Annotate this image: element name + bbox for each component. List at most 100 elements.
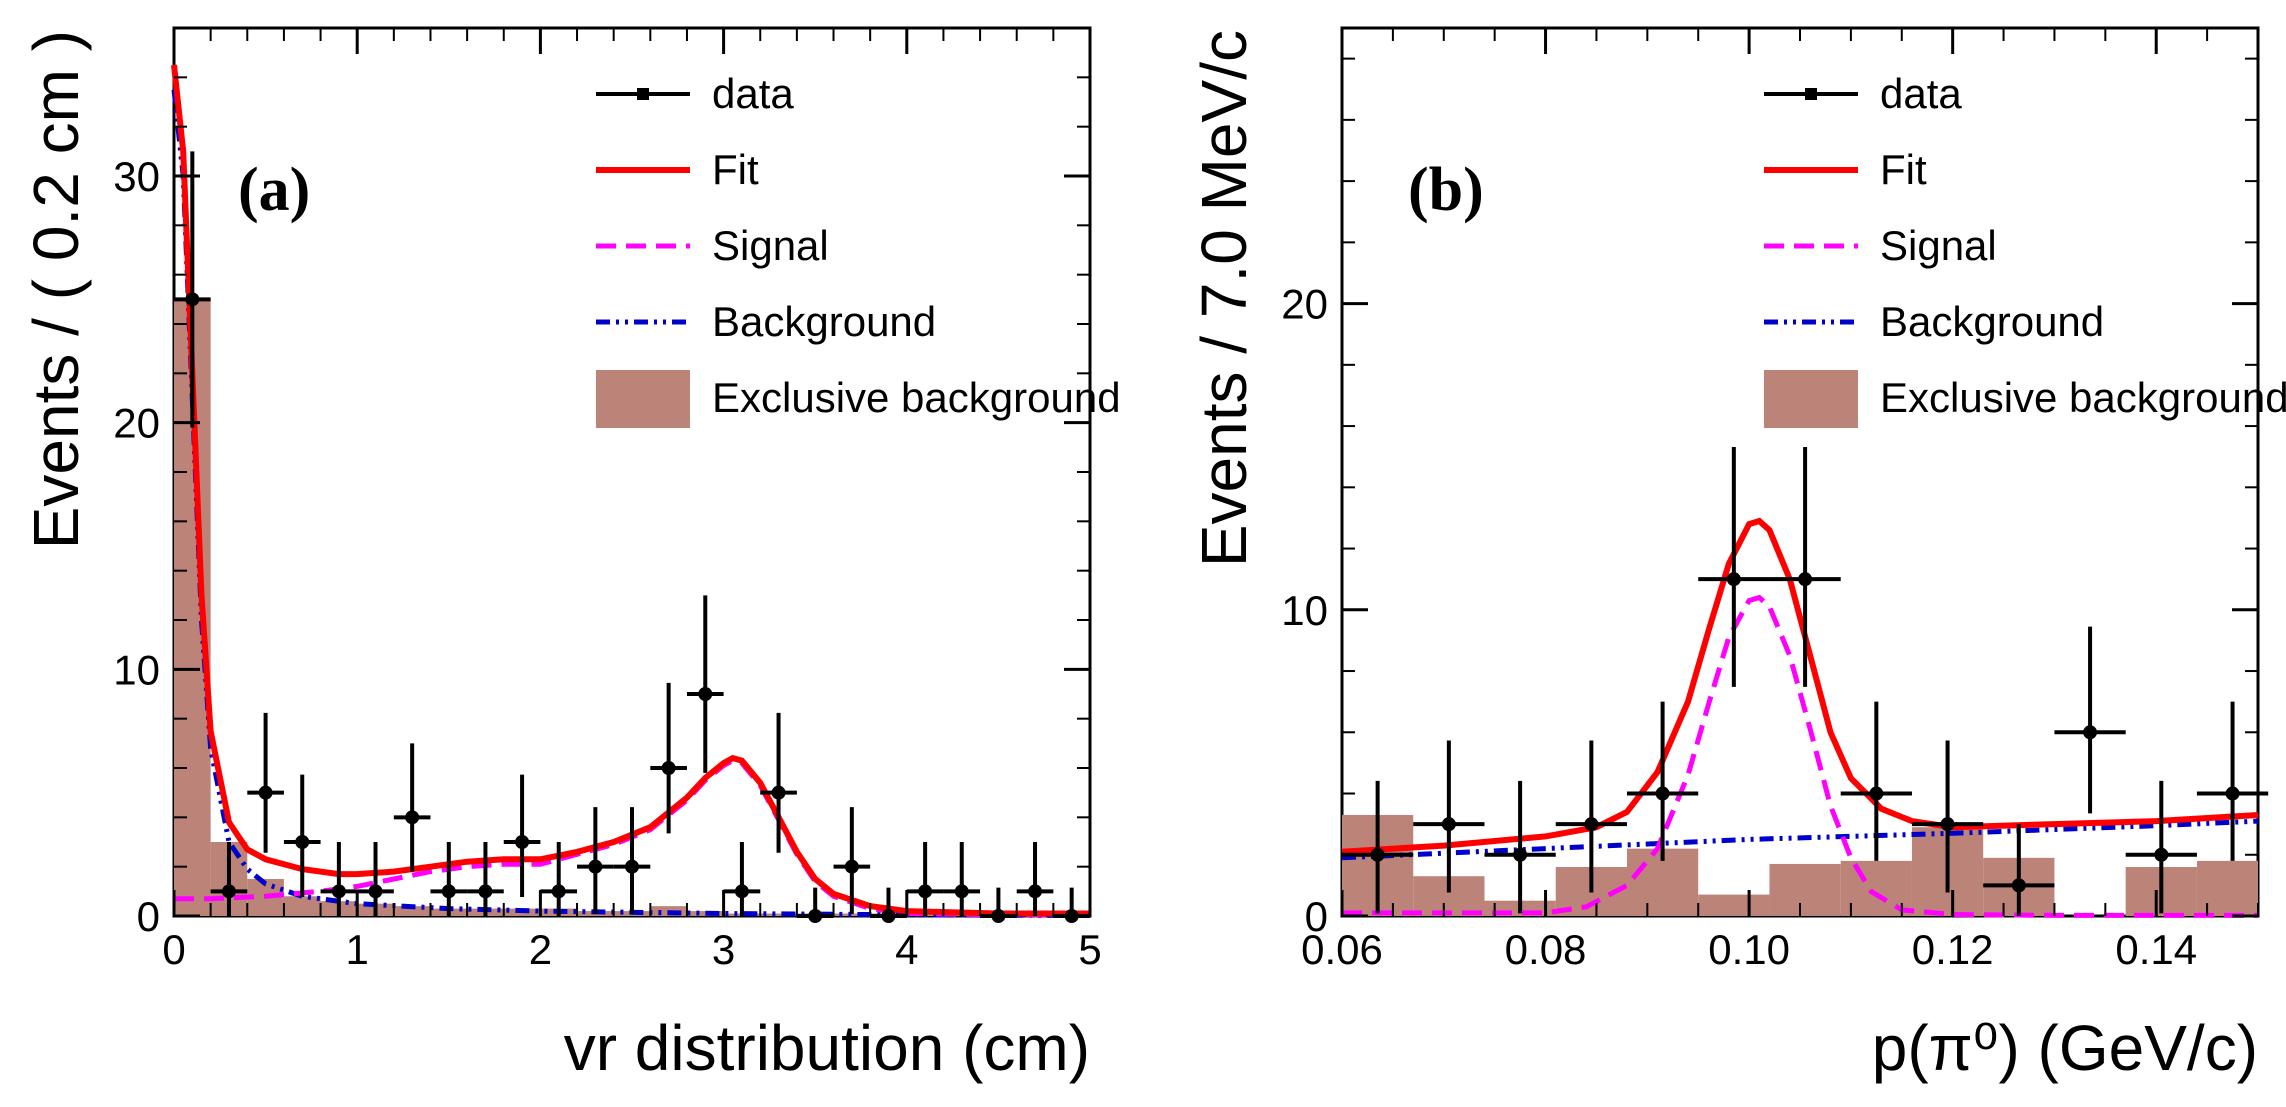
panel-b-data-point — [1983, 824, 2055, 916]
panel-a-data-marker — [221, 884, 236, 899]
panel-a-legend-label: Background — [712, 298, 936, 345]
panel-a-exclusive-bar — [393, 906, 431, 916]
panel-a-data-point — [247, 712, 284, 853]
panel-b-data-marker — [2083, 725, 2098, 740]
panel-b-data-marker — [1869, 786, 1884, 801]
panel-a-legend-label: Fit — [712, 146, 759, 193]
panel-a-data-point — [503, 774, 541, 898]
panel-a-y-tick-label: 20 — [113, 400, 160, 447]
panel-a-data-point — [980, 887, 1017, 923]
panel-a-y-tick-label: 0 — [137, 893, 160, 940]
panel-a-exclusive-bar — [760, 913, 797, 916]
panel-a-legend-entry: Exclusive background — [596, 370, 1121, 428]
panel-b-ticks: 0.06 0.08 0.10 0.12 0.14 0 10 20 — [1281, 28, 2259, 973]
panel-a-data-marker — [844, 859, 859, 874]
panel-a-data-point — [760, 712, 797, 853]
panel-b-x-tick-label: 0.14 — [2115, 926, 2197, 973]
panel-a-data-point — [174, 151, 211, 428]
panel-a-data-marker — [698, 687, 713, 701]
panel-a-data-points — [174, 151, 1090, 923]
panel-b-data-marker — [1798, 572, 1813, 587]
panel-b-legend-entry: Signal — [1764, 222, 1997, 269]
panel-b-x-tick-label: 0.10 — [1708, 926, 1790, 973]
panel-a-ticks: 0 1 2 3 4 5 0 10 20 30 — [113, 27, 1102, 973]
panel-a-data-point — [613, 807, 651, 914]
panel-a-x-tick-label: 5 — [1078, 926, 1101, 973]
panel-a-legend-entry: Fit — [596, 146, 759, 193]
panel-b-data-marker — [2225, 786, 2240, 801]
panel-b-legend-entry: Fit — [1764, 146, 1927, 193]
panel-b-data-marker — [1726, 572, 1741, 587]
panel-b: 0.06 0.08 0.10 0.12 0.14 0 10 20 (b) p(π⁰) (GeV… — [1188, 26, 2286, 1084]
panel-a-data-point — [1053, 887, 1090, 923]
panel-a-data-marker — [661, 761, 676, 775]
panel-a-legend: data Fit Signal Background Exclusive backgro… — [596, 70, 1121, 428]
panel-b-data-marker — [1370, 847, 1385, 862]
panel-a-x-axis-title: vr distribution (cm) — [564, 1012, 1090, 1084]
panel-b-data-marker — [2154, 847, 2169, 862]
panel-a-data-marker — [441, 884, 456, 899]
panel-a-legend-label: Exclusive background — [712, 374, 1121, 421]
panel-a-data-point — [283, 774, 321, 898]
panel-b-legend-label: Exclusive background — [1880, 374, 2286, 421]
panel-a-data-point — [430, 842, 468, 916]
panel-a-data-point — [357, 842, 394, 916]
panel-b-data-point — [2125, 780, 2197, 914]
panel-a-legend-entry: Signal — [596, 222, 829, 269]
panel-a-legend-label: Signal — [712, 222, 829, 269]
panel-b-y-tick-label: 20 — [1281, 281, 1328, 328]
panel-a-data-marker — [918, 884, 933, 899]
panel-a-curves — [171, 64, 1091, 918]
panel-b-legend-data-marker — [1805, 88, 1817, 100]
panel-b-y-axis-title: Events / 7.0 MeV/c — [1188, 30, 1260, 567]
panel-a-data-point — [650, 682, 687, 834]
panel-b-exclusive-bar — [1769, 863, 1841, 916]
panel-b-data-point — [1626, 701, 1699, 861]
panel-a-legend-entry: Background — [596, 298, 936, 345]
panel-a-y-tick-label: 10 — [113, 646, 160, 693]
panel-a-data-marker — [551, 884, 566, 899]
panel-a-background-curve — [171, 89, 1091, 918]
panel-b-legend-entry: data — [1764, 70, 1962, 117]
panel-b-data-point — [1840, 701, 1912, 861]
panel-a-x-tick-label: 2 — [529, 926, 552, 973]
panel-a-x-tick-label: 3 — [712, 926, 735, 973]
panel-a-legend-data-marker — [637, 88, 649, 100]
panel-a-data-point — [1016, 842, 1054, 916]
panel-b-x-tick-label: 0.12 — [1912, 926, 1994, 973]
panel-a-exclusive-bar — [283, 896, 321, 916]
panel-b-y-tick-label: 0 — [1305, 893, 1328, 940]
panel-b-data-point — [1769, 446, 1841, 687]
panel-a-y-axis-title: Events / ( 0.2 cm ) — [20, 30, 92, 549]
panel-b-legend-entry: Background — [1764, 298, 2104, 345]
panel-a-data-point — [393, 743, 431, 872]
panel-a-data-point — [723, 842, 761, 916]
panel-b-data-point — [1698, 446, 1770, 687]
panel-a-data-marker — [734, 884, 749, 899]
panel-a-label: (a) — [238, 156, 310, 224]
panel-b-data-marker — [1441, 817, 1456, 832]
panel-b-legend-label: Background — [1880, 298, 2104, 345]
panel-b-label: (b) — [1408, 156, 1484, 224]
panel-b-x-tick-label: 0.08 — [1505, 926, 1587, 973]
panel-a-data-point — [943, 842, 981, 916]
panel-b-data-point — [2054, 626, 2126, 814]
panel-a-legend-entry: data — [596, 70, 794, 117]
panel-b-legend-entry: Exclusive background — [1764, 370, 2286, 428]
panel-a-x-tick-label: 4 — [895, 926, 918, 973]
panel-b-data-point — [1911, 740, 1984, 893]
panel-a-legend-exclusive-swatch — [596, 370, 690, 428]
panel-b-exclusive-background — [1342, 814, 2258, 916]
panel-a-data-marker — [295, 835, 310, 849]
panel-b-data-points — [1342, 446, 2269, 916]
panel-b-data-point — [1413, 740, 1485, 893]
panel-b-legend-exclusive-swatch — [1764, 370, 1858, 428]
panel-a-data-marker — [808, 909, 823, 923]
panel-b-data-point — [1555, 740, 1627, 893]
panel-b-legend-label: data — [1880, 70, 1962, 117]
panel-a-x-tick-label: 0 — [162, 926, 185, 973]
panel-b-legend-label: Fit — [1880, 146, 1927, 193]
panel-a-data-marker — [258, 785, 273, 800]
panel-a-data-point — [320, 842, 358, 916]
panel-a-fit-curve — [171, 64, 1090, 917]
